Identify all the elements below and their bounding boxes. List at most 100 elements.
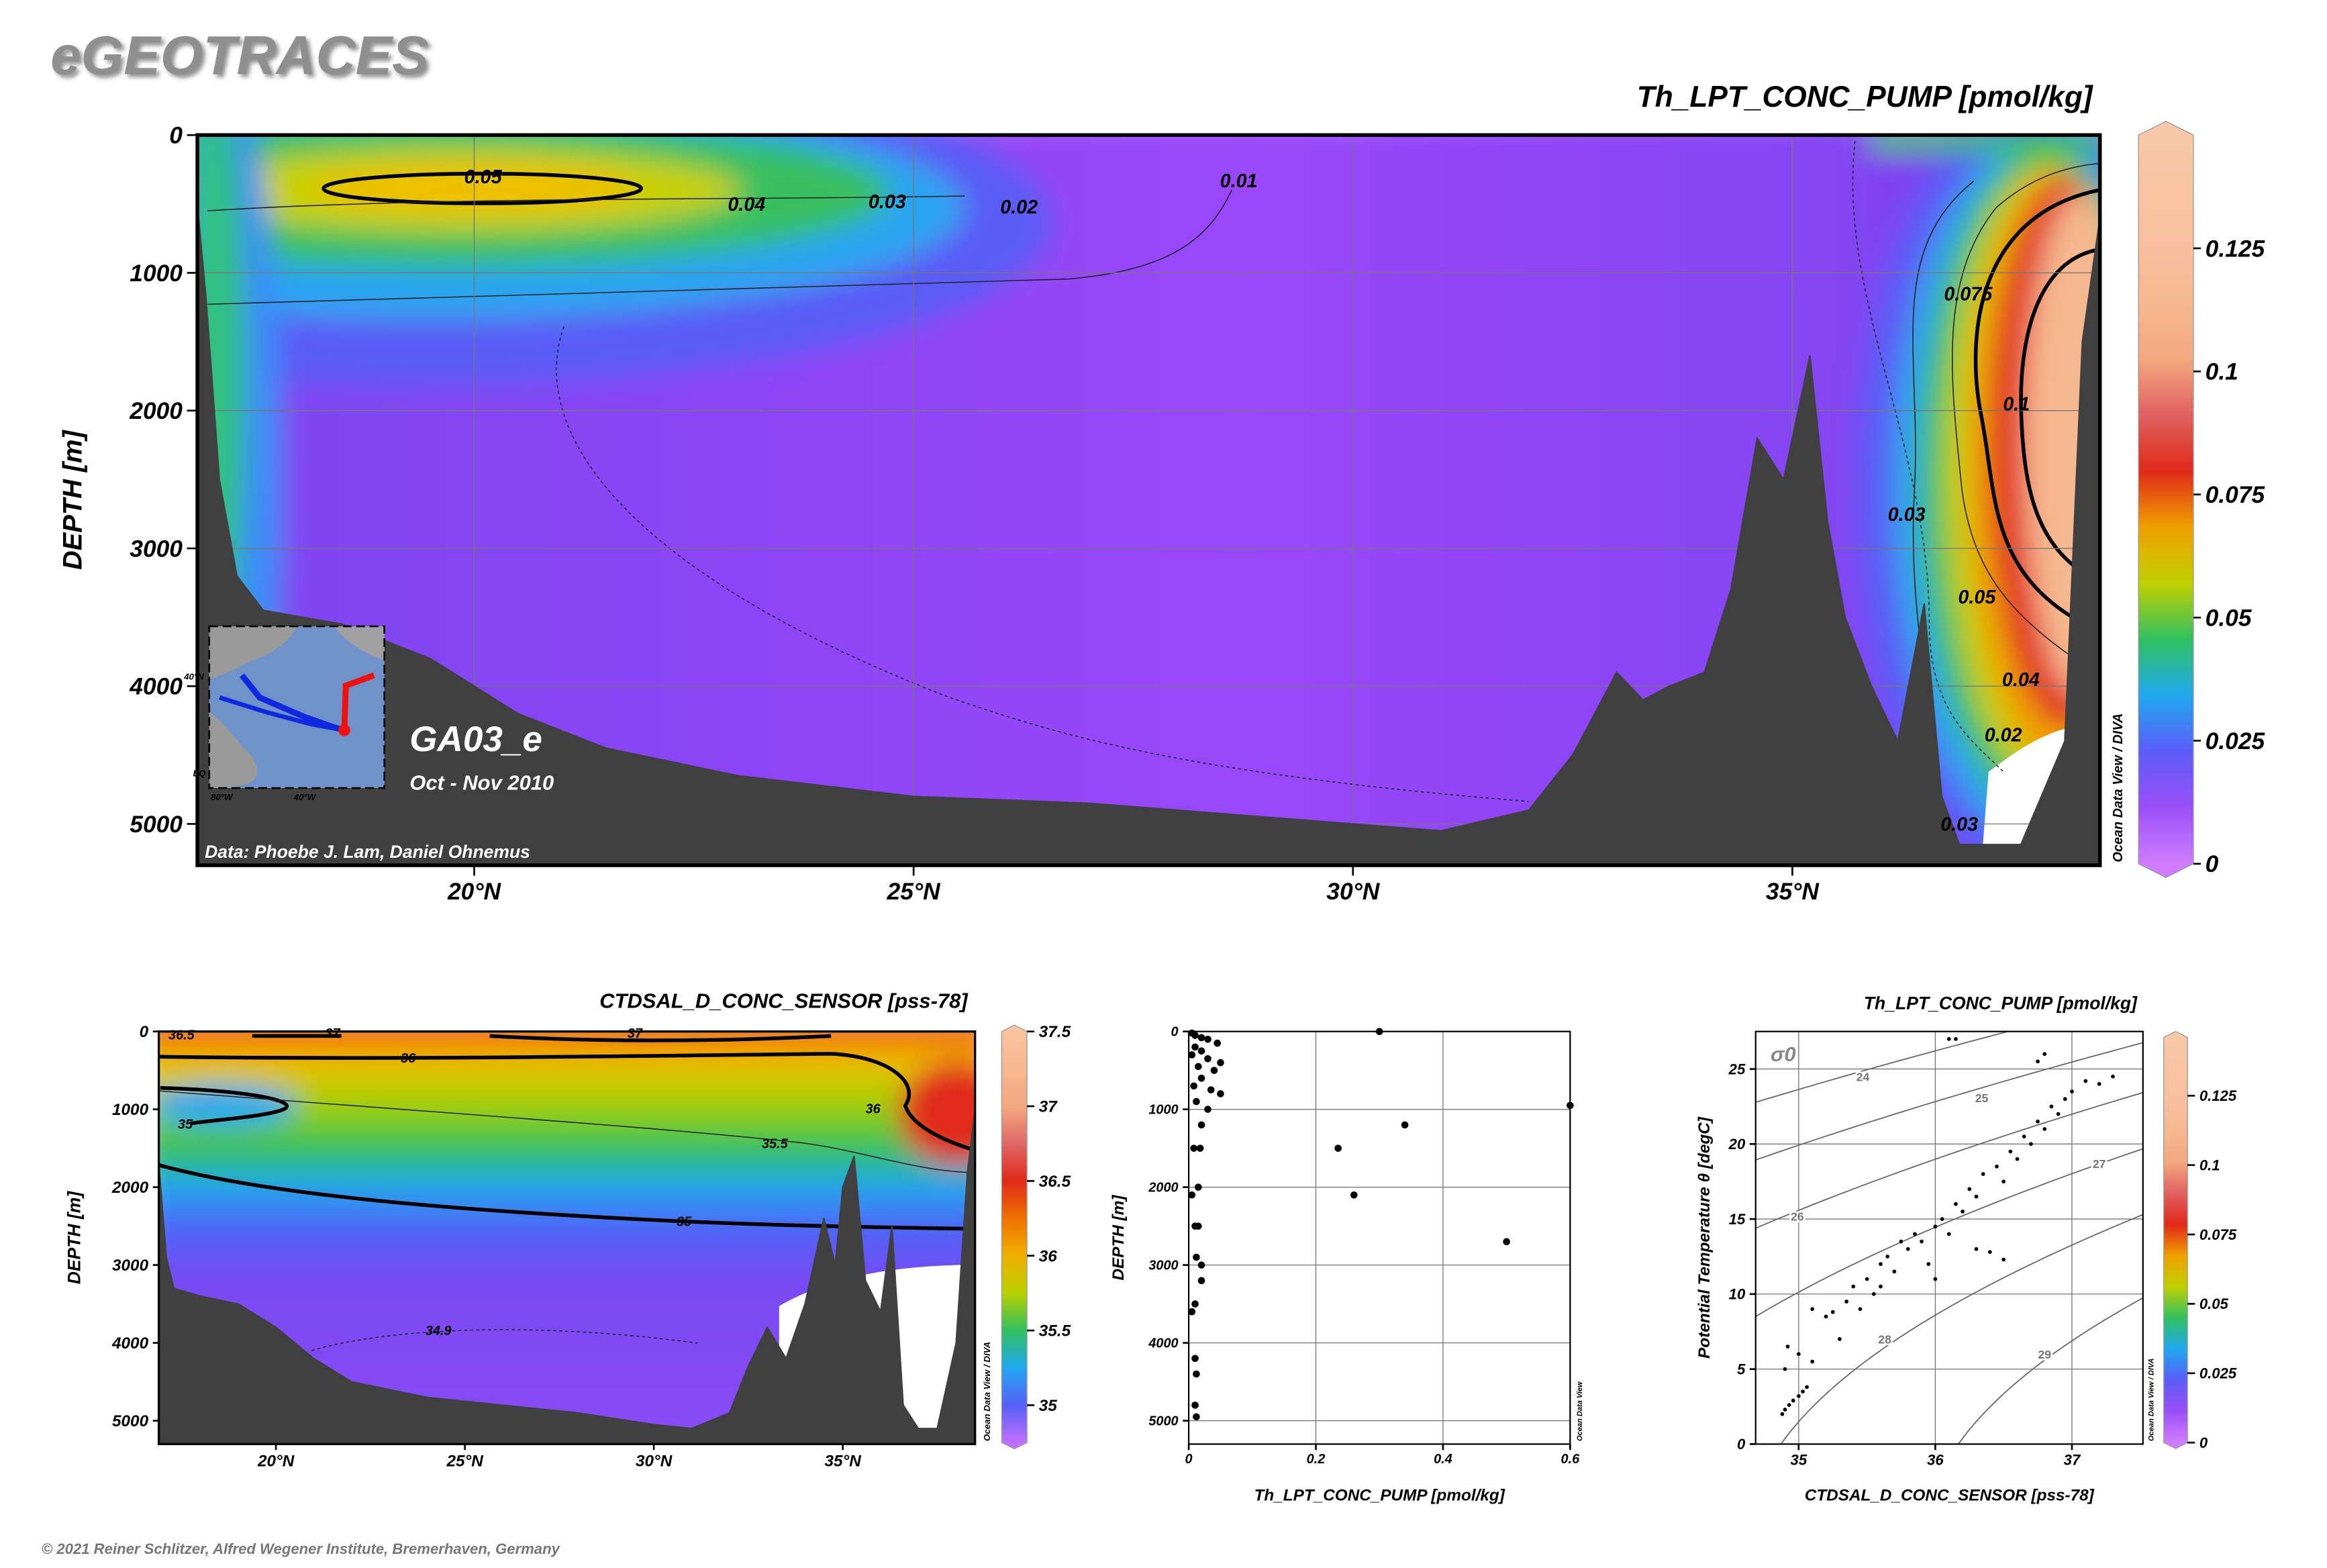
x-tick-label: 30°N [636, 1453, 673, 1471]
contour-line [158, 1090, 975, 1173]
y-axis-label: DEPTH [m] [64, 1191, 84, 1285]
contour-label: 35 [178, 1118, 193, 1132]
isopycnal [1755, 1091, 2143, 1229]
seafloor-fill [197, 203, 2100, 866]
cruise-name: GA03_e [409, 720, 542, 759]
colorbar-tick-label: 0.125 [2199, 1087, 2237, 1104]
point [1350, 1191, 1358, 1199]
y-tick-label: 0 [1737, 1436, 1746, 1453]
x-tick-label: 25°N [887, 879, 941, 905]
isopycnal [1957, 1297, 2143, 1444]
y-tick-label: 0 [140, 1023, 149, 1041]
y-tick-label: 4000 [1148, 1336, 1178, 1351]
contour-label: 36 [866, 1101, 881, 1116]
point [1974, 1194, 1979, 1199]
isopycnal [1755, 1031, 2011, 1104]
point [1207, 1086, 1215, 1093]
x-tick-label: 35°N [824, 1453, 861, 1471]
point [1885, 1255, 1890, 1259]
y-tick-label: 5000 [112, 1412, 149, 1430]
inset-land [209, 712, 258, 789]
point [1801, 1389, 1805, 1394]
colorbar-tick-label: 0.025 [2199, 1365, 2237, 1382]
point [1830, 1310, 1835, 1314]
data-credit: Data: Phoebe J. Lam, Daniel Ohnemus [205, 842, 530, 862]
contour-line [207, 189, 1232, 305]
seafloor [196, 203, 2101, 846]
point [1204, 1106, 1211, 1113]
point [2001, 1179, 2006, 1184]
point [1981, 1172, 1985, 1176]
point [1197, 1047, 1205, 1055]
seafloor [158, 1109, 976, 1430]
point [1954, 1036, 1958, 1041]
inset-land [334, 626, 385, 660]
point [2036, 1119, 2040, 1124]
contour-label: 0.03 [1940, 814, 1978, 836]
contour-label: 37 [326, 1026, 341, 1041]
plot-frame [157, 1030, 977, 1446]
point [1204, 1035, 1211, 1043]
contour-label: 0.04 [728, 194, 765, 215]
contour-line [207, 195, 965, 211]
point [1940, 1217, 1944, 1221]
point [1197, 1277, 1205, 1285]
point [1879, 1262, 1883, 1267]
colorbar-tick-label: 37.5 [1039, 1023, 1071, 1041]
colorbar-tick-label: 36 [1039, 1247, 1058, 1265]
x-tick-label: 36 [1927, 1451, 1944, 1468]
point [1805, 1385, 1809, 1389]
point [2001, 1257, 2006, 1262]
point [1961, 1210, 1965, 1214]
point [1824, 1314, 1828, 1319]
point [1954, 1202, 1958, 1206]
isopycnal-label: 28 [1878, 1333, 1891, 1346]
point [1785, 1344, 1790, 1349]
point [2042, 1127, 2047, 1131]
cruise-period: Oct - Nov 2010 [409, 771, 554, 794]
colorbar-tick-label: 0.025 [2206, 728, 2266, 754]
point [1933, 1224, 1938, 1229]
point [1217, 1059, 1224, 1067]
y-tick-label: 2000 [1148, 1181, 1178, 1195]
x-tick-label: 0.4 [1434, 1452, 1452, 1467]
point [2015, 1157, 2020, 1161]
y-tick-label: 4000 [111, 1334, 149, 1353]
point [1193, 1370, 1200, 1378]
x-axis-label: CTDSAL_D_CONC_SENSOR [pss-78] [1805, 1486, 2095, 1504]
contour-line [311, 1329, 698, 1351]
point [2111, 1074, 2115, 1079]
seafloor-fill [158, 1109, 975, 1444]
watermark: Ocean Data View / DIVA [2111, 714, 2126, 863]
plot-frame [1754, 1030, 2144, 1445]
point [1210, 1067, 1218, 1074]
point [1193, 1413, 1200, 1421]
point [1191, 1043, 1199, 1051]
x-tick-label: 35 [1791, 1451, 1808, 1468]
point [1899, 1239, 1903, 1244]
plots: 20°N 25°N 30°N 35°N010002000300040005000Th_… [58, 81, 2266, 1504]
point [1851, 1284, 1856, 1289]
contour-line [1852, 140, 2004, 773]
y-tick-label: 20 [1728, 1136, 1746, 1153]
contour-line [158, 1052, 975, 1153]
colorbar-tick-label: 35 [1039, 1397, 1058, 1415]
point [2008, 1149, 2013, 1154]
contour-line [1951, 162, 2100, 676]
colorbar-tick-label: 0.05 [2206, 605, 2252, 631]
point [1188, 1308, 1196, 1316]
x-tick-label: 37 [2064, 1451, 2081, 1468]
overlay: 40°N EQ 80°W 40°W GA03_e Oct - Nov 2010 … [183, 625, 554, 862]
inset-land [209, 626, 297, 680]
point [1892, 1269, 1897, 1274]
point [1796, 1393, 1801, 1398]
y-axis-label: DEPTH [m] [58, 430, 88, 570]
contour-line [1973, 188, 2100, 633]
inset-label: 80°W [211, 792, 234, 802]
y-tick-label: 3000 [1148, 1259, 1178, 1273]
point [1214, 1039, 1222, 1047]
x-tick-label: 30°N [1326, 879, 1380, 905]
isopycnal-label: 24 [1856, 1070, 1870, 1083]
point [1783, 1408, 1787, 1412]
